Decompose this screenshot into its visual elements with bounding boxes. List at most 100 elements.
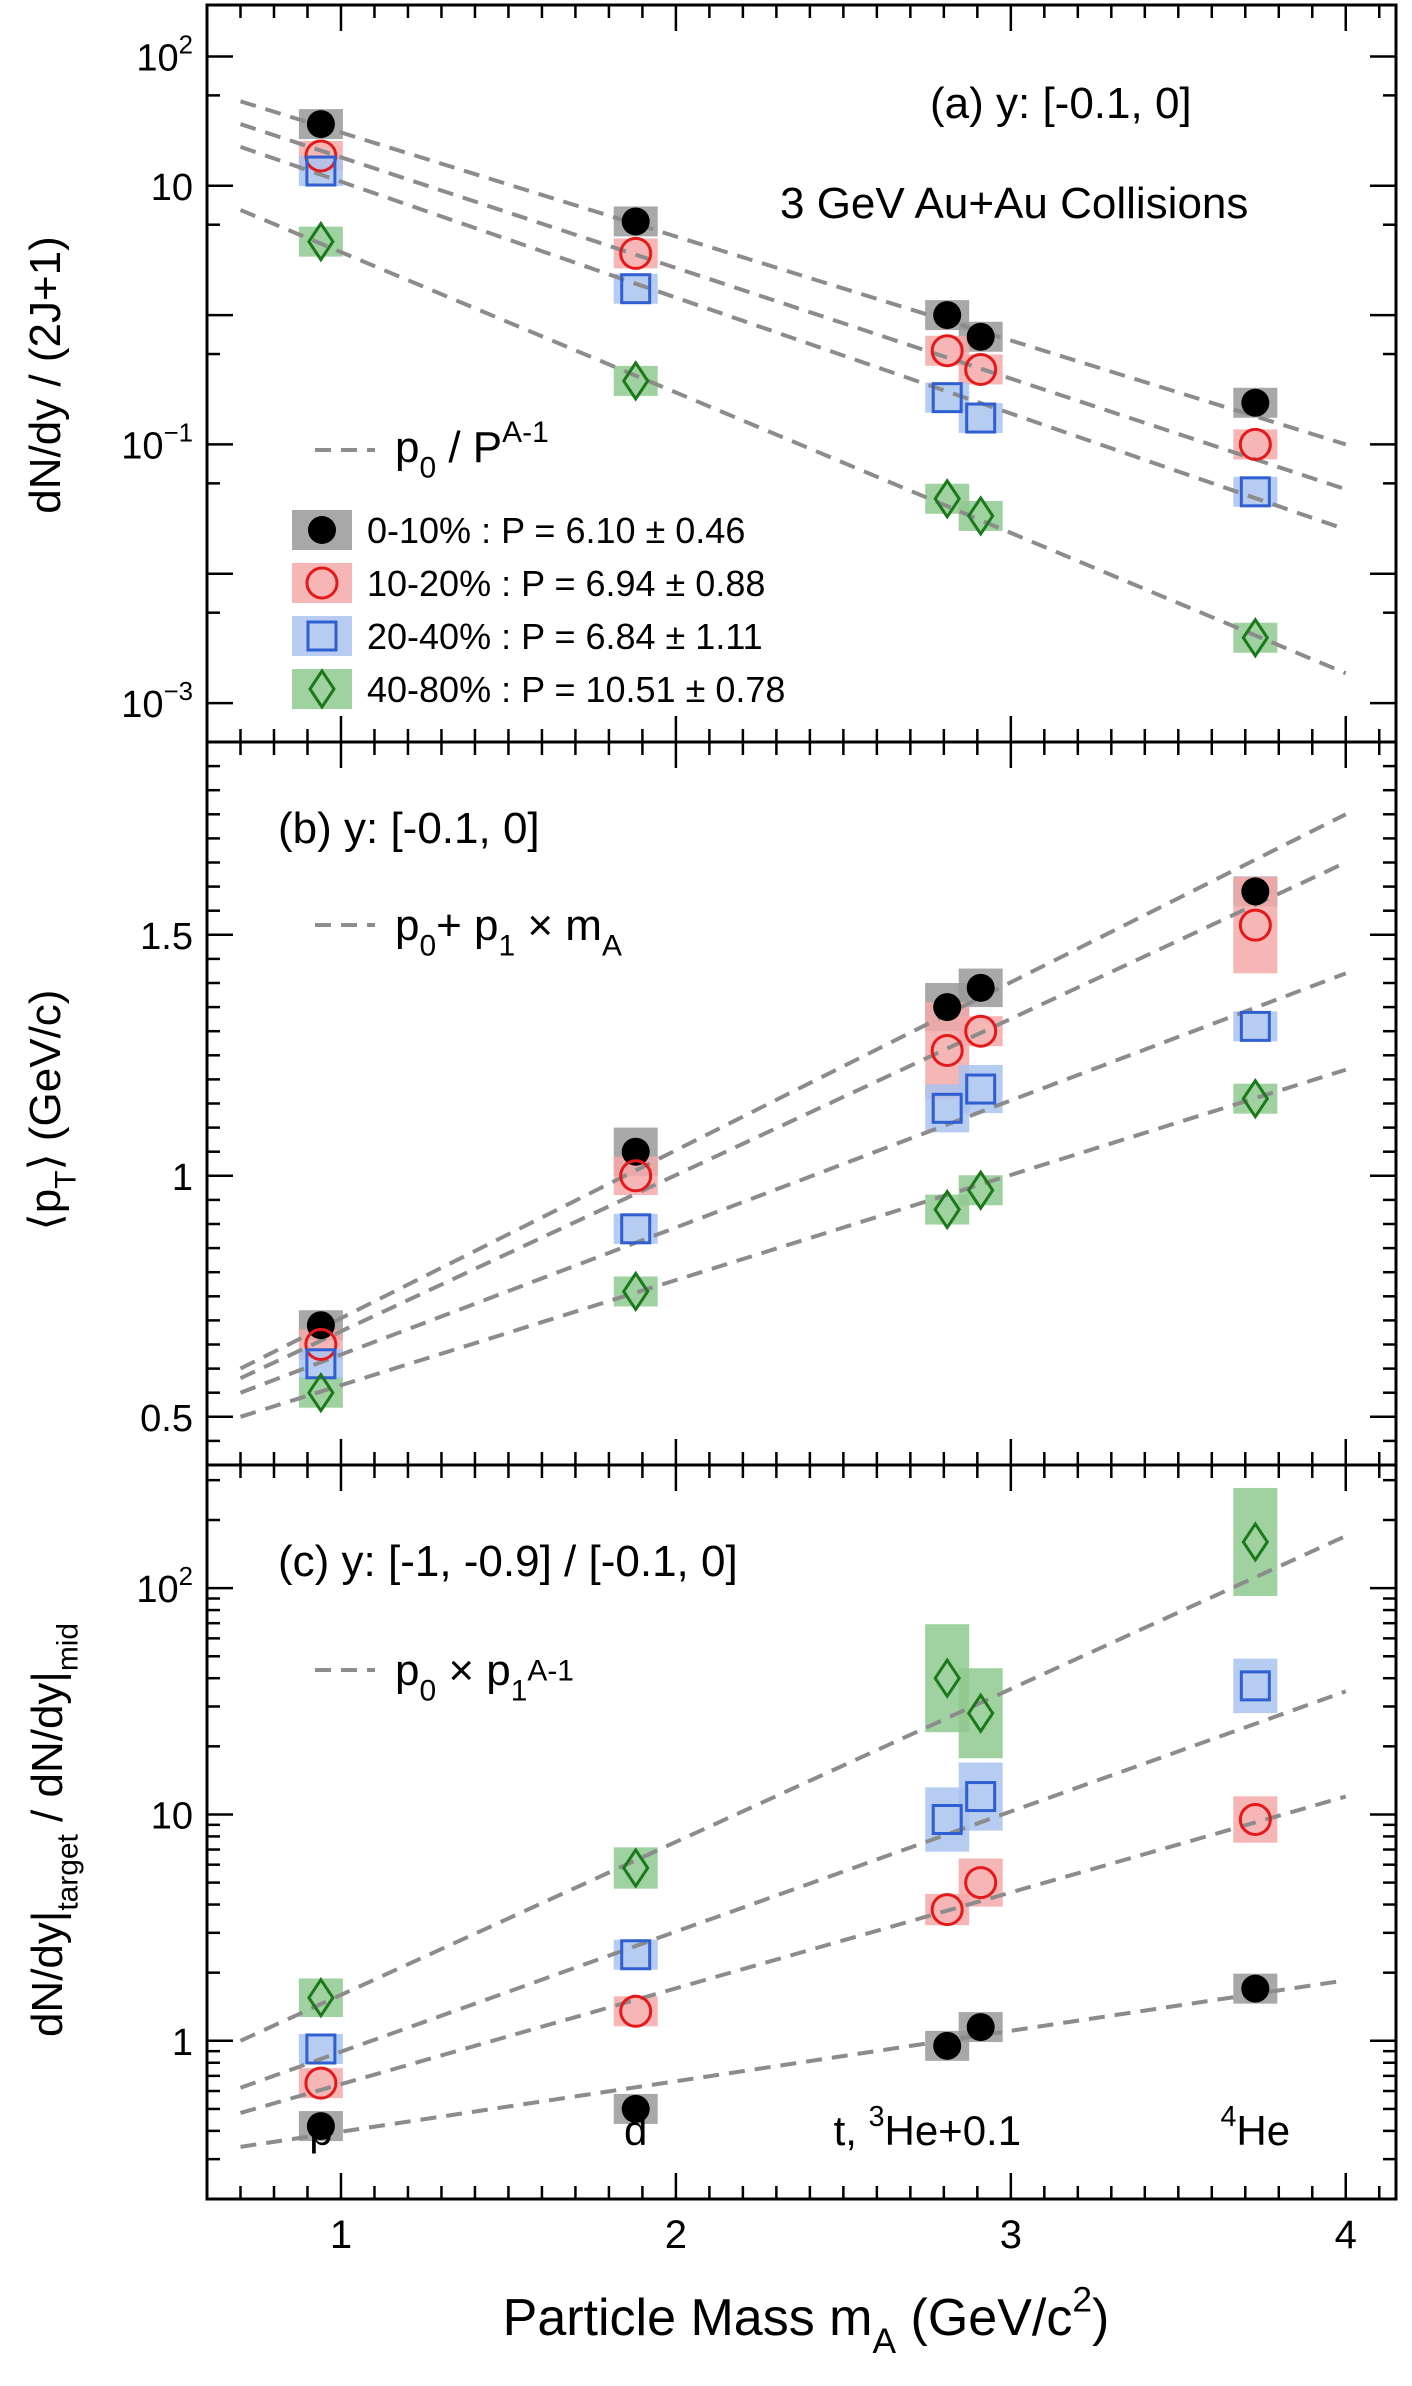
panel-a-band-c40_80 [1233,622,1278,653]
particle-label-3: 4He [1221,2101,1291,2154]
fit-line-layer [239,99,1347,2149]
x-axis-label-part-2: (GeV/c [896,2289,1072,2347]
legend-entry-c0_10: 0-10% : P = 6.10 ± 0.46 [367,510,745,551]
panel-c-point-c40_80 [933,1657,961,1699]
particle-label-2-part-0: t, [834,2107,869,2154]
panel-b-fit-c20_40 [239,971,1347,1395]
panel-c-title: (c) y: [-1, -0.9] / [-0.1, 0] [278,1537,738,1586]
panel-a-point-c20_40 [1239,476,1271,508]
panel-b-fit-label: p0+ p1 × mA [395,901,622,962]
panel-b-fit-c40_80 [239,1067,1347,1419]
panel-c-y-tick-label-2: 1 [172,2022,193,2064]
panel-a-point-c10_20 [619,236,653,270]
panel-b-title: (b) y: [-0.1, 0] [278,804,540,853]
particle-label-1-part-0: d [624,2107,647,2154]
panel-a-y-tick-label-3-part-1: −3 [164,678,193,706]
panel-a-fit-label-part-0: p [395,423,419,472]
panel-b-fit-label-part-4: × m [515,901,602,950]
panel-c-fit-label: p0 × p1A-1 [395,1646,574,1707]
panel-b-point-c0_10 [933,993,962,1022]
panel-a-point-c20_40 [965,402,997,434]
panel-a-y-tick-label-3: 10−3 [121,678,193,726]
panel-c-y-tick-label-1-part-0: 10 [151,1795,193,1837]
panel-a-point-c20_40 [620,273,652,305]
particle-label-1: d [624,2107,647,2154]
legend-band-c10_20 [292,563,352,603]
panel-a-title: (a) y: [-0.1, 0] [930,79,1192,128]
panel-c-y-tick-label-0-part-1: 2 [179,1563,193,1591]
panel-b-fit-label-part-2: + p [436,901,498,950]
panel-a-point-c40_80 [621,360,650,402]
particle-label-3-part-1: He [1236,2107,1290,2154]
panel-b-y-tick-label-2: 1.5 [140,916,193,958]
panel-a-point-c20_40 [931,382,963,414]
panel-b-point-c40_80 [966,1169,995,1211]
panel-b-point-c40_80 [621,1270,650,1313]
panel-a-fit-label-part-3: A-1 [502,416,549,449]
panel-b-point-c20_40 [305,1348,337,1380]
panel-b-ylabel-part-2: ⟩ (GeV/c) [21,990,70,1171]
panel-c-point-c0_10 [1241,1974,1270,2003]
panel-c-y-tick-label-0: 102 [136,1563,193,1611]
panel-c-point-c20_40 [620,1939,652,1971]
panel-a-y-tick-label-2-part-0: 10 [121,425,163,467]
panel-a-point-c0_10 [966,322,995,351]
panel-a-point-c10_20 [930,334,964,368]
panel-c-fit-c20_40 [239,1689,1347,2090]
panel-c-fit-label-part-4: A-1 [527,1655,574,1688]
panel-a-point-c40_80 [1241,617,1270,659]
panel-c-point-c10_20 [619,1994,653,2028]
legend-entry-c20_40: 20-40% : P = 6.84 ± 1.11 [367,616,763,657]
panel-c-point-c40_80 [621,1847,650,1889]
panel-a-y-tick-label-3-part-0: 10 [121,684,163,726]
panel-c-point-c0_10 [966,2013,995,2042]
panel-a-point-c40_80 [307,220,335,263]
panel-c-point-c20_40 [931,1804,963,1836]
panel-b-point-c20_40 [1239,1010,1271,1042]
panel-c-ylabel-part-1: target [51,1834,84,1911]
particle-label-0-part-0: p [309,2107,332,2154]
panel-b-y-tick-label-1: 1 [172,1157,193,1199]
legend-entry-c10_20: 10-20% : P = 6.94 ± 0.88 [367,563,765,604]
panel-c-y-tick-label-2-part-0: 1 [172,2022,193,2064]
panel-c-point-c10_20 [1238,1803,1272,1837]
particle-label-0: p [309,2107,332,2154]
panel-a-fit-label-part-2: / P [436,423,502,472]
panel-c-frame [205,1463,1398,2201]
panel-b-point-c10_20 [930,1033,964,1067]
panel-b-fit-label-part-0: p [395,901,419,950]
legend-marker-c10_20 [305,566,339,600]
legend-entry-c40_80: 40-80% : P = 10.51 ± 0.78 [367,669,785,710]
panel-a-fit-c40_80 [239,208,1347,676]
panel-c-point-c10_20 [304,2066,338,2100]
panel-a-y-tick-label-1: 10 [151,167,193,209]
x-axis-label: Particle Mass mA (GeV/c2) [503,2281,1110,2362]
panel-b-point-c20_40 [620,1213,652,1245]
panel-a-point-c0_10 [1241,388,1270,417]
axes-layer [205,3,1398,2201]
panel-c-ylabel-part-0: dN/dy| [23,1911,72,2037]
panel-c-fit-label-part-0: p [395,1646,419,1695]
legend-marker-c40_80 [308,668,336,710]
legend-marker-c0_10 [308,516,336,544]
panel-c-ylabel: dN/dy|target / dN/dy|mid [23,1623,84,2037]
panel-a-point-c20_40 [305,155,337,187]
x-axis-label-part-3: 2 [1072,2281,1092,2320]
panel-c-ylabel-part-3: mid [51,1623,84,1671]
panel-c-band-c40_80 [958,1668,1003,1759]
panel-a-point-c10_20 [1238,427,1272,461]
particle-label-2: t, 3He+0.1 [834,2101,1022,2154]
panel-b-ylabel: ⟨pT⟩ (GeV/c) [21,990,82,1231]
panel-a-fit-label-part-1: 0 [419,451,436,484]
panel-b-point-c0_10 [966,973,995,1002]
x-axis-label-part-0: Particle Mass m [503,2289,873,2347]
panel-c-point-c20_40 [1239,1670,1271,1702]
panel-a-y-tick-label-0: 102 [136,31,193,79]
x-axis-label-part-4: ) [1092,2289,1109,2347]
x-tick-label-2: 3 [1000,2213,1022,2257]
panel-a-fit-label: p0 / PA-1 [395,416,549,484]
panel-c-band-c40_80 [1233,1487,1278,1596]
panel-c-point-c20_40 [305,2033,337,2065]
panel-b-band-c40_80 [1233,1083,1278,1114]
panel-a-point-c0_10 [621,207,650,236]
